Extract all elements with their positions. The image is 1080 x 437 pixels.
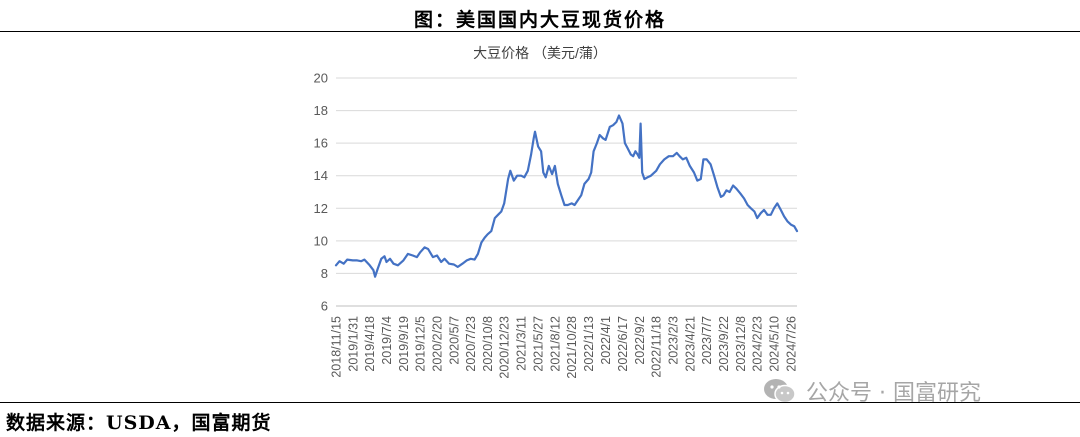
- y-axis-ticks: 6 8 10 12 14 16 18 20: [314, 71, 328, 314]
- figure-footer: 数据来源：USDA，国富期货: [0, 402, 1080, 437]
- x-tick-label: 2019/7/4: [380, 316, 394, 365]
- x-tick-label: 2021/5/27: [532, 316, 546, 372]
- x-tick-label: 2019/12/5: [414, 316, 428, 372]
- x-axis-ticks: 2018/11/15 2019/1/31 2019/4/18 2019/7/4 2019…: [330, 316, 799, 379]
- x-tick-label: 2023/7/7: [700, 316, 714, 365]
- x-tick-label: 2019/1/31: [346, 316, 360, 372]
- y-tick-label: 18: [314, 103, 328, 118]
- figure-header: 图：美国国内大豆现货价格: [0, 0, 1080, 32]
- figure-title: 图：美国国内大豆现货价格: [413, 9, 666, 31]
- watermark-text: 公众号 · 国富研究: [806, 381, 981, 406]
- y-tick-label: 6: [321, 299, 328, 314]
- wechat-icon: [764, 379, 796, 404]
- x-tick-label: 2021/10/28: [565, 316, 579, 379]
- x-tick-label: 2020/2/20: [431, 316, 445, 372]
- x-tick-label: 2023/12/8: [734, 316, 748, 372]
- x-tick-label: 2019/4/18: [363, 316, 377, 372]
- y-tick-label: 8: [321, 266, 328, 281]
- x-tick-label: 2022/11/18: [650, 316, 664, 378]
- chart-container: 大豆价格 （美元/蒲） 6 8 10 12 14 16 18 20 2018/11/15 201…: [0, 32, 1080, 402]
- x-tick-label: 2024/2/23: [751, 316, 765, 372]
- x-tick-label: 2021/3/11: [515, 316, 529, 371]
- y-tick-label: 14: [314, 168, 328, 183]
- x-tick-label: 2020/7/23: [464, 316, 478, 372]
- x-tick-label: 2023/2/3: [667, 316, 681, 365]
- x-tick-label: 2021/8/12: [548, 316, 562, 372]
- x-tick-label: 2020/12/23: [498, 316, 512, 379]
- x-tick-label: 2024/7/26: [784, 316, 798, 372]
- price-series-line: [334, 114, 799, 278]
- x-tick-label: 2018/11/15: [330, 316, 344, 378]
- x-tick-label: 2023/9/22: [717, 316, 731, 372]
- x-tick-label: 2022/9/2: [633, 316, 647, 365]
- series-layer: [334, 114, 799, 278]
- y-tick-label: 10: [314, 233, 328, 248]
- y-tick-label: 12: [314, 201, 328, 216]
- x-tick-label: 2022/6/17: [616, 316, 630, 372]
- x-tick-label: 2020/10/8: [481, 316, 495, 372]
- x-tick-label: 2022/4/1: [599, 316, 613, 365]
- x-tick-label: 2022/1/13: [582, 316, 596, 372]
- gridlines: [336, 77, 797, 307]
- chart-title: 大豆价格 （美元/蒲）: [473, 45, 607, 61]
- x-tick-label: 2024/5/10: [768, 316, 782, 372]
- x-tick-label: 2023/4/21: [683, 316, 697, 372]
- data-source: 数据来源：USDA，国富期货: [6, 412, 272, 434]
- x-tick-label: 2020/5/7: [447, 316, 461, 365]
- x-tick-label: 2019/9/19: [397, 316, 411, 372]
- y-tick-label: 16: [314, 136, 328, 151]
- y-tick-label: 20: [314, 71, 328, 86]
